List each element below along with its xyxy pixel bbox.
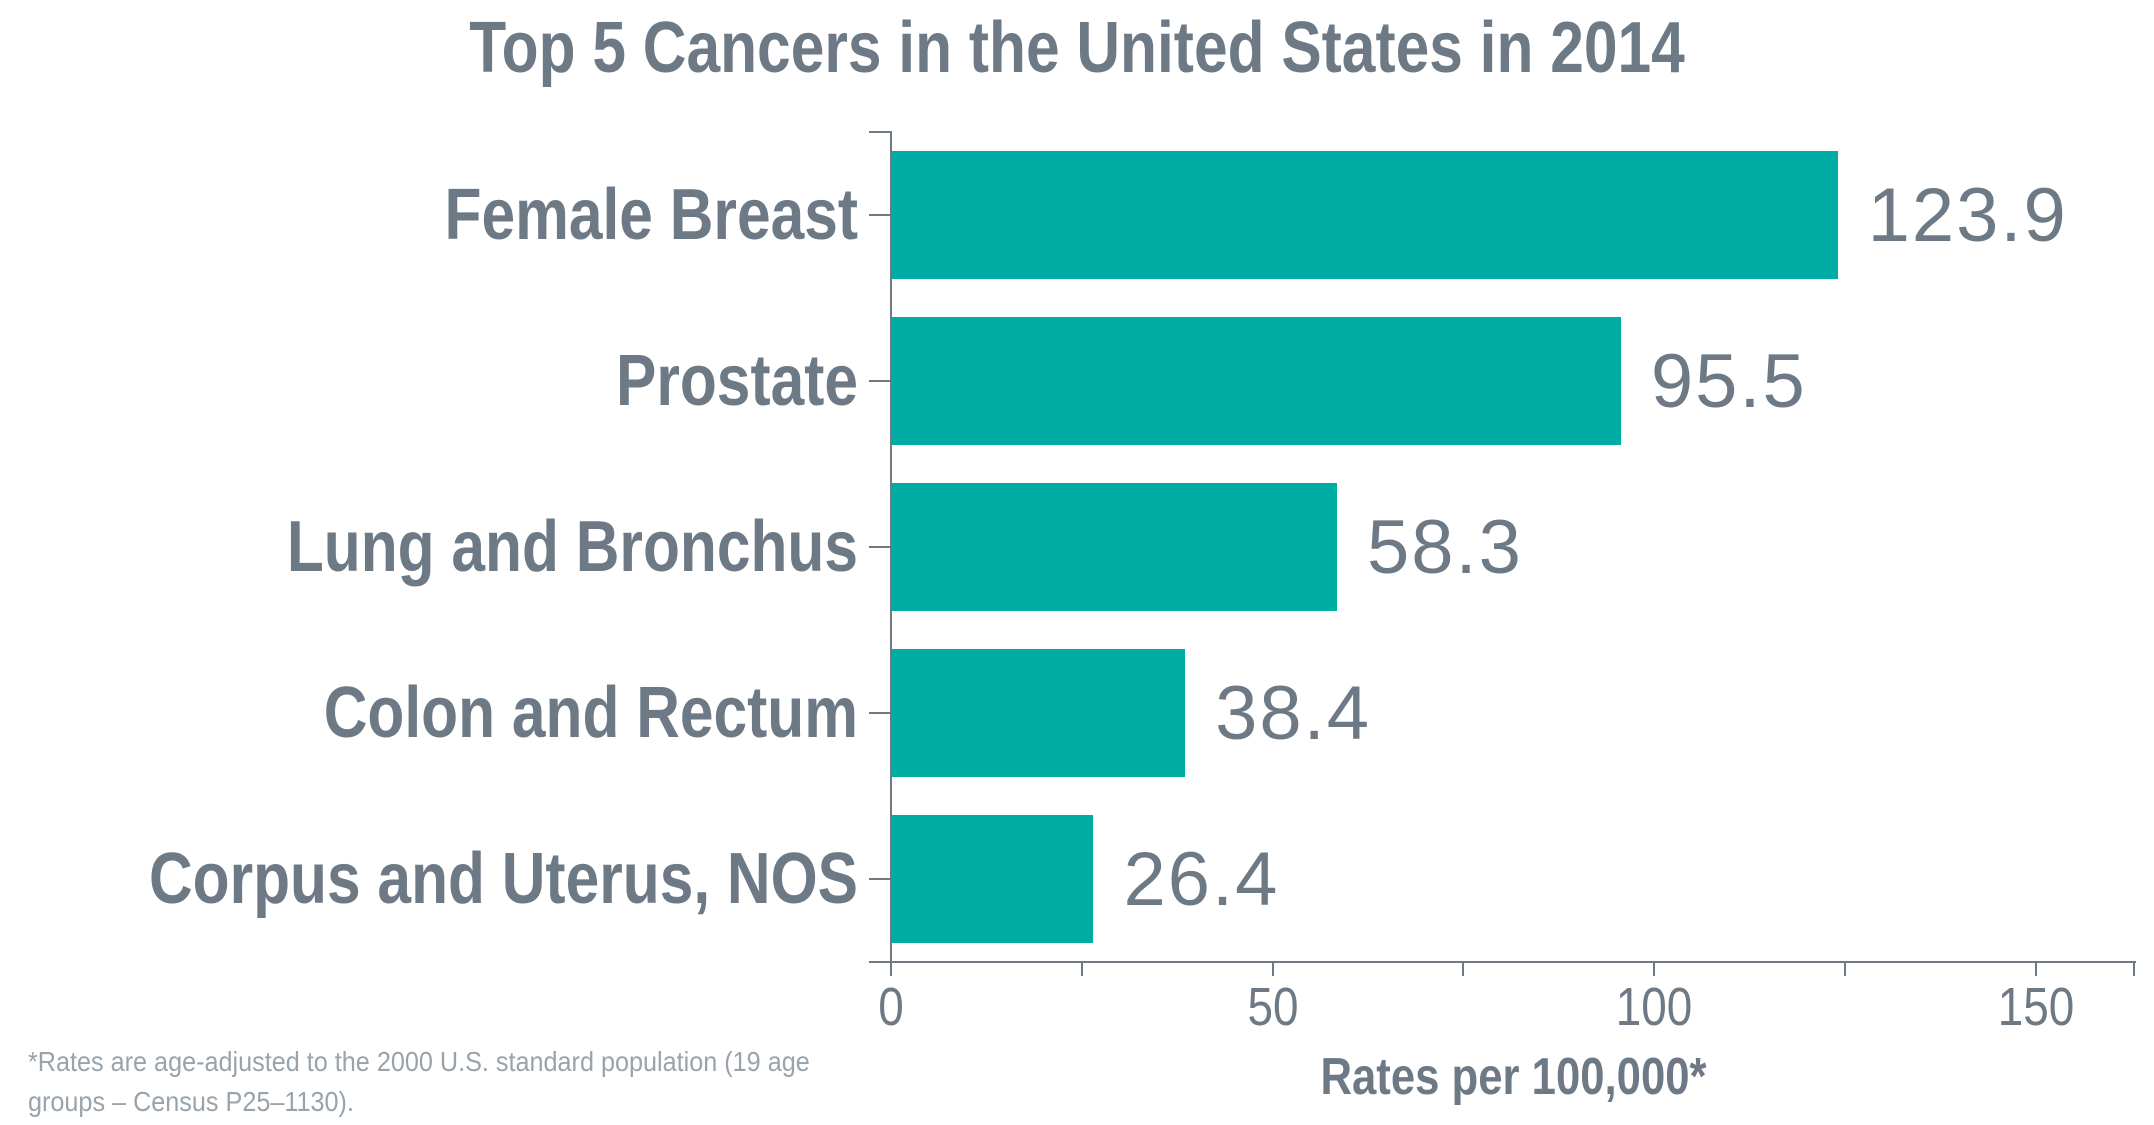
x-tick-label: 100 xyxy=(1615,977,1693,1037)
x-tick-label: 0 xyxy=(878,977,904,1037)
x-axis-title: Rates per 100,000* xyxy=(1320,1048,1707,1106)
footnote-line: groups – Census P25–1130). xyxy=(28,1086,354,1117)
bar-row: Prostate 95.5 xyxy=(0,298,2154,464)
category-tick xyxy=(869,546,891,548)
category-label: Female Breast xyxy=(444,175,858,255)
category-label: Corpus and Uterus, NOS xyxy=(148,839,859,919)
category-tick xyxy=(869,712,891,714)
bar xyxy=(892,483,1337,611)
footnote: *Rates are age-adjusted to the 2000 U.S.… xyxy=(28,1042,810,1122)
category-tick xyxy=(869,214,891,216)
y-axis-top-cap xyxy=(869,131,892,133)
x-tick xyxy=(1653,963,1656,976)
footnote-line: *Rates are age-adjusted to the 2000 U.S.… xyxy=(28,1046,810,1077)
category-tick xyxy=(869,380,891,382)
value-label: 123.9 xyxy=(1867,172,2068,258)
x-tick xyxy=(1271,963,1274,976)
category-tick xyxy=(869,878,891,880)
bar xyxy=(892,317,1621,445)
bar-row: Lung and Bronchus 58.3 xyxy=(0,464,2154,630)
x-tick xyxy=(1462,963,1465,976)
bar xyxy=(892,151,1838,279)
y-axis-line xyxy=(890,132,892,962)
value-label: 38.4 xyxy=(1215,670,1371,756)
value-label: 26.4 xyxy=(1123,836,1280,922)
x-tick xyxy=(2034,963,2037,976)
x-tick xyxy=(1843,963,1846,976)
value-label: 58.3 xyxy=(1366,504,1523,590)
bar-row: Colon and Rectum 38.4 xyxy=(0,630,2154,796)
x-tick-label: 50 xyxy=(1247,977,1299,1037)
bar-row: Corpus and Uterus, NOS 26.4 xyxy=(0,796,2154,962)
x-axis-line xyxy=(869,961,2136,963)
bar xyxy=(892,649,1186,777)
x-tick-label: 150 xyxy=(1997,977,2075,1037)
category-label: Colon and Rectum xyxy=(323,673,858,753)
bar xyxy=(892,815,1094,943)
x-tick xyxy=(890,963,892,976)
x-tick xyxy=(1080,963,1083,976)
x-axis-end-tick xyxy=(2133,963,2135,976)
value-label: 95.5 xyxy=(1650,338,1807,424)
category-label: Lung and Bronchus xyxy=(286,507,858,587)
chart-title: Top 5 Cancers in the United States in 20… xyxy=(469,8,1685,88)
category-label: Prostate xyxy=(615,341,858,421)
bar-row: Female Breast 123.9 xyxy=(0,132,2154,298)
